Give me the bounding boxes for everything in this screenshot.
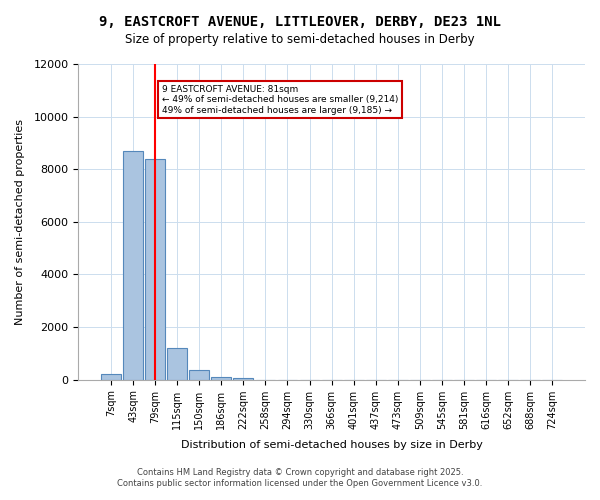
Text: Contains HM Land Registry data © Crown copyright and database right 2025.
Contai: Contains HM Land Registry data © Crown c…	[118, 468, 482, 487]
Bar	[167, 348, 187, 380]
Bar	[123, 151, 143, 380]
Bar	[211, 377, 231, 380]
Text: Size of property relative to semi-detached houses in Derby: Size of property relative to semi-detach…	[125, 32, 475, 46]
Text: 9 EASTCROFT AVENUE: 81sqm
← 49% of semi-detached houses are smaller (9,214)
49% : 9 EASTCROFT AVENUE: 81sqm ← 49% of semi-…	[162, 85, 398, 115]
Bar	[233, 378, 253, 380]
Text: 9, EASTCROFT AVENUE, LITTLEOVER, DERBY, DE23 1NL: 9, EASTCROFT AVENUE, LITTLEOVER, DERBY, …	[99, 15, 501, 29]
Bar	[145, 158, 165, 380]
Y-axis label: Number of semi-detached properties: Number of semi-detached properties	[15, 119, 25, 325]
Bar	[101, 374, 121, 380]
Bar	[190, 370, 209, 380]
X-axis label: Distribution of semi-detached houses by size in Derby: Distribution of semi-detached houses by …	[181, 440, 482, 450]
